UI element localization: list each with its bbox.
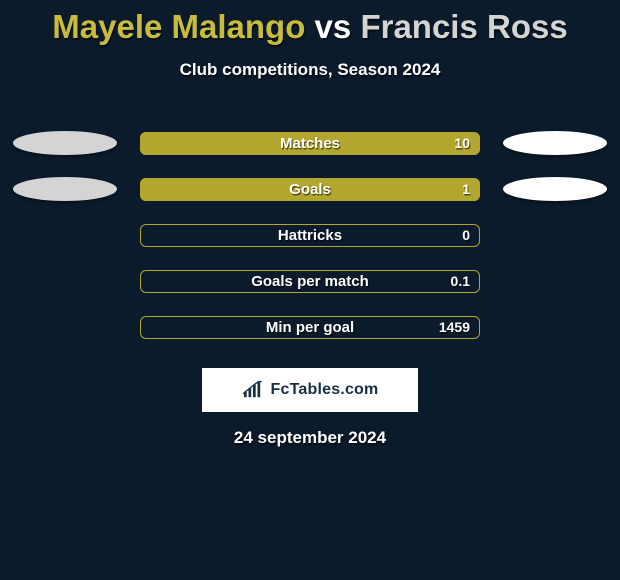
left-slot — [10, 270, 120, 292]
stat-bar: Matches 10 — [140, 132, 480, 155]
stat-bar: Min per goal 1459 — [140, 316, 480, 339]
stat-row: Min per goal 1459 — [0, 304, 620, 350]
stat-value: 10 — [454, 135, 470, 151]
stat-value: 1459 — [439, 319, 470, 335]
stat-row: Matches 10 — [0, 120, 620, 166]
left-slot — [10, 132, 120, 154]
stat-row: Hattricks 0 — [0, 212, 620, 258]
stat-label: Matches — [280, 135, 340, 152]
player1-name: Mayele Malango — [52, 8, 305, 45]
right-slot — [500, 270, 610, 292]
stat-label: Goals per match — [251, 273, 369, 290]
left-slot — [10, 224, 120, 246]
attribution-badge: FcTables.com — [202, 368, 418, 412]
stat-value: 0.1 — [451, 273, 470, 289]
stat-bar: Goals per match 0.1 — [140, 270, 480, 293]
stat-row: Goals per match 0.1 — [0, 258, 620, 304]
bar-chart-icon — [242, 381, 264, 399]
date-text: 24 september 2024 — [0, 428, 620, 448]
subtitle: Club competitions, Season 2024 — [0, 60, 620, 80]
stat-value: 0 — [462, 227, 470, 243]
left-slot — [10, 316, 120, 338]
player2-name: Francis Ross — [360, 8, 567, 45]
stat-bar: Hattricks 0 — [140, 224, 480, 247]
left-slot — [10, 178, 120, 200]
right-slot — [500, 316, 610, 338]
stat-value: 1 — [462, 181, 470, 197]
page-title: Mayele Malango vs Francis Ross — [0, 0, 620, 46]
right-slot — [500, 132, 610, 154]
stat-bar: Goals 1 — [140, 178, 480, 201]
vs-separator: vs — [315, 8, 352, 45]
stat-label: Goals — [289, 181, 331, 198]
left-ellipse-icon — [13, 177, 117, 201]
attribution-text: FcTables.com — [271, 381, 379, 399]
right-slot — [500, 224, 610, 246]
right-slot — [500, 178, 610, 200]
stat-label: Min per goal — [266, 319, 354, 336]
stat-label: Hattricks — [278, 227, 342, 244]
stats-container: Matches 10 Goals 1 Hattricks 0 Goals per match… — [0, 120, 620, 350]
right-ellipse-icon — [503, 131, 607, 155]
left-ellipse-icon — [13, 131, 117, 155]
right-ellipse-icon — [503, 177, 607, 201]
stat-row: Goals 1 — [0, 166, 620, 212]
